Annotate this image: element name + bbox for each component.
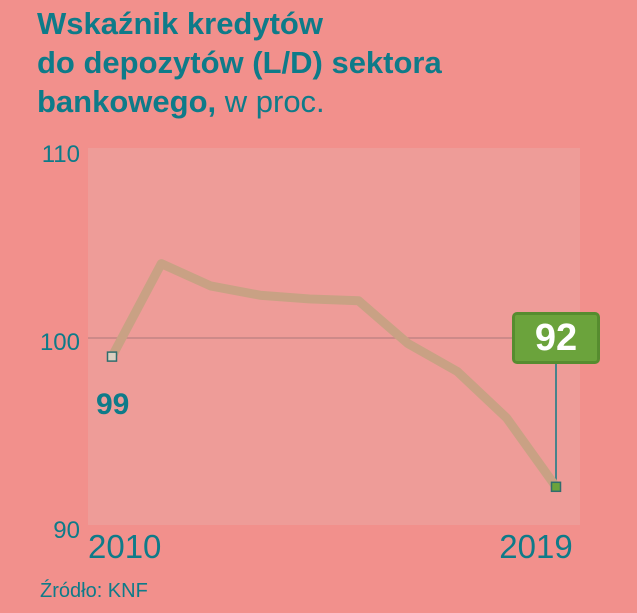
chart-title-line3-bold: bankowego, (37, 84, 217, 119)
line-chart (88, 259, 580, 493)
chart-title-line3: bankowego, w proc. (37, 82, 442, 121)
source-note: Źródło: KNF (40, 580, 148, 602)
chart-title-units: w proc. (216, 84, 325, 119)
x-axis-tick-2010: 2010 (88, 528, 162, 565)
chart-title-line2: do depozytów (L/D) sektora (37, 45, 442, 80)
plot-area (88, 148, 580, 525)
x-axis-tick-2019: 2019 (499, 528, 573, 565)
start-value-label: 99 (96, 388, 130, 421)
y-axis-tick-100: 100 (39, 329, 80, 356)
y-axis-tick-90: 90 (53, 517, 80, 544)
end-value-badge: 92 (512, 312, 600, 364)
chart-title: Wskaźnik kredytów do depozytów (L/D) sek… (37, 4, 442, 121)
chart-title-line1: Wskaźnik kredytów (37, 6, 323, 41)
y-axis-tick-110: 110 (41, 141, 80, 168)
